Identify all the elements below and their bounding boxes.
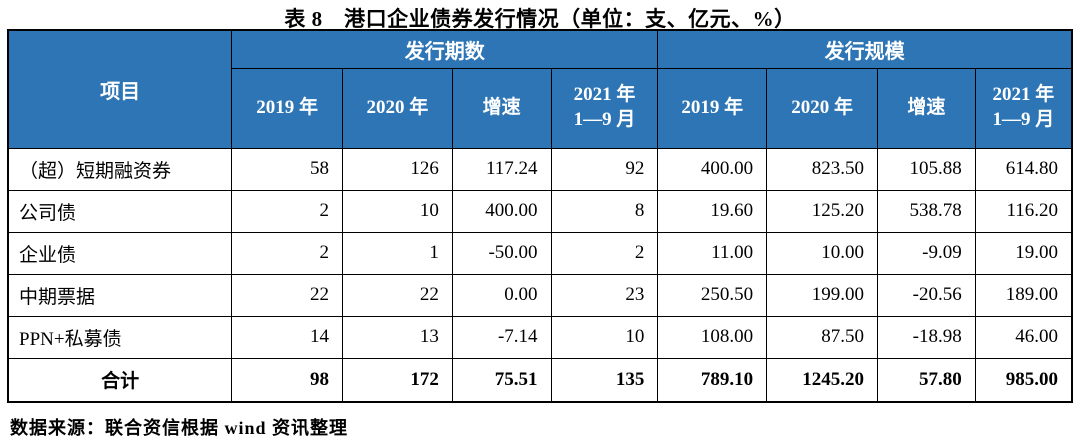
value-cell: 189.00 [974, 273, 1073, 317]
value-cell: 92 [550, 147, 659, 191]
value-cell: 116.20 [974, 189, 1073, 233]
row-label-cell: 中期票据 [7, 273, 233, 317]
corner-header-cell: 项目 [7, 29, 233, 149]
sub-header-label: 2020 年 [791, 96, 853, 118]
row-label-cell: （超）短期融资券 [7, 147, 233, 191]
table-body: （超）短期融资券 58 126 117.24 92 400.00 823.50 … [7, 147, 1073, 403]
value-cell: 199.00 [766, 273, 878, 317]
table-row: 企业债 2 1 -50.00 2 11.00 10.00 -9.09 19.00 [7, 231, 1073, 275]
sub-header-cell: 2021 年 1—9 月 [550, 67, 659, 149]
table-title: 表 8 港口企业债券发行情况（单位：支、亿元、%） [284, 7, 796, 31]
sub-header-label: 2019 年 [256, 96, 318, 118]
value-cell: 19.00 [974, 231, 1073, 275]
row-label-cell: 企业债 [7, 231, 233, 275]
value-cell: 1245.20 [766, 357, 878, 403]
value-cell: 46.00 [974, 315, 1073, 359]
sub-header-label-line2: 1—9 月 [992, 109, 1055, 130]
header-sub-row: 2019 年 2020 年 增速 2021 年 1—9 月 2019 年 2020… [8, 67, 1073, 149]
value-cell: 11.00 [657, 231, 768, 275]
value-cell: 23 [550, 273, 659, 317]
value-cell: 125.20 [766, 189, 878, 233]
value-cell: 58 [231, 147, 343, 191]
value-cell: 75.51 [451, 357, 552, 403]
value-cell: -9.09 [876, 231, 976, 275]
value-cell: 8 [550, 189, 659, 233]
value-cell: 0.00 [451, 273, 552, 317]
table-row: （超）短期融资券 58 126 117.24 92 400.00 823.50 … [7, 147, 1073, 191]
value-cell: 19.60 [657, 189, 768, 233]
value-cell: 2 [231, 189, 343, 233]
value-cell: 789.10 [657, 357, 768, 403]
table-row: 中期票据 22 22 0.00 23 250.50 199.00 -20.56 … [7, 273, 1073, 317]
data-source-note: 数据来源：联合资信根据 wind 资讯整理 [10, 418, 349, 438]
table-row: PPN+私募债 14 13 -7.14 10 108.00 87.50 -18.… [7, 315, 1073, 359]
value-cell: 823.50 [766, 147, 878, 191]
value-cell: 400.00 [657, 147, 768, 191]
sub-header-label-line2: 1—9 月 [573, 109, 636, 130]
sub-header-cell: 2020 年 [342, 67, 453, 149]
group-header-issue-count: 发行期数 [231, 29, 659, 69]
value-cell: 985.00 [974, 357, 1073, 403]
value-cell: 117.24 [451, 147, 552, 191]
value-cell: 22 [231, 273, 343, 317]
value-cell: -7.14 [451, 315, 552, 359]
sub-header-cell: 2019 年 [231, 67, 343, 149]
sub-header-label: 2020 年 [366, 96, 429, 118]
sub-header-label: 2021 年 [573, 84, 636, 106]
header-group-row: 项目 发行期数 发行规模 [7, 29, 1073, 149]
sub-header-label: 增速 [482, 96, 521, 118]
value-cell: 10.00 [766, 231, 878, 275]
value-cell: 10 [550, 315, 659, 359]
bond-issuance-table: 项目 发行期数 发行规模 2019 年 2020 年 增速 2021 年 1—9 … [7, 29, 1073, 403]
value-cell: 172 [342, 357, 453, 403]
value-cell: 2 [550, 231, 659, 275]
value-cell: 250.50 [657, 273, 768, 317]
row-label-cell: 公司债 [7, 189, 233, 233]
value-cell: 105.88 [876, 147, 976, 191]
value-cell: 14 [231, 315, 343, 359]
value-cell: -20.56 [876, 273, 976, 317]
value-cell: 400.00 [451, 189, 552, 233]
sub-header-label: 2021 年 [992, 84, 1055, 106]
row-label-cell: PPN+私募债 [7, 315, 233, 359]
value-cell: 57.80 [876, 357, 976, 403]
value-cell: 98 [231, 357, 343, 403]
value-cell: 13 [342, 315, 453, 359]
table-header: 项目 发行期数 发行规模 2019 年 2020 年 增速 2021 年 1—9 … [7, 29, 1073, 149]
sub-header-cell: 2020 年 [766, 67, 878, 149]
sub-header-cell: 2019 年 [657, 67, 768, 149]
value-cell: 2 [231, 231, 343, 275]
value-cell: 87.50 [766, 315, 878, 359]
total-label-cell: 合计 [7, 357, 233, 403]
sub-header-label: 2019 年 [681, 96, 744, 118]
value-cell: 108.00 [657, 315, 768, 359]
sub-header-cell: 增速 [451, 67, 552, 149]
value-cell: 538.78 [876, 189, 976, 233]
value-cell: -50.00 [451, 231, 552, 275]
value-cell: 10 [342, 189, 453, 233]
group-header-issue-scale: 发行规模 [657, 29, 1073, 69]
value-cell: -18.98 [876, 315, 976, 359]
table-total-row: 合计 98 172 75.51 135 789.10 1245.20 57.80… [7, 357, 1073, 403]
sub-header-cell: 增速 [876, 67, 976, 149]
value-cell: 126 [342, 147, 453, 191]
value-cell: 22 [342, 273, 453, 317]
sub-header-label: 增速 [907, 96, 946, 118]
value-cell: 1 [342, 231, 453, 275]
table-row: 公司债 2 10 400.00 8 19.60 125.20 538.78 11… [7, 189, 1073, 233]
value-cell: 614.80 [974, 147, 1073, 191]
value-cell: 135 [550, 357, 659, 403]
sub-header-cell: 2021 年 1—9 月 [974, 67, 1073, 149]
